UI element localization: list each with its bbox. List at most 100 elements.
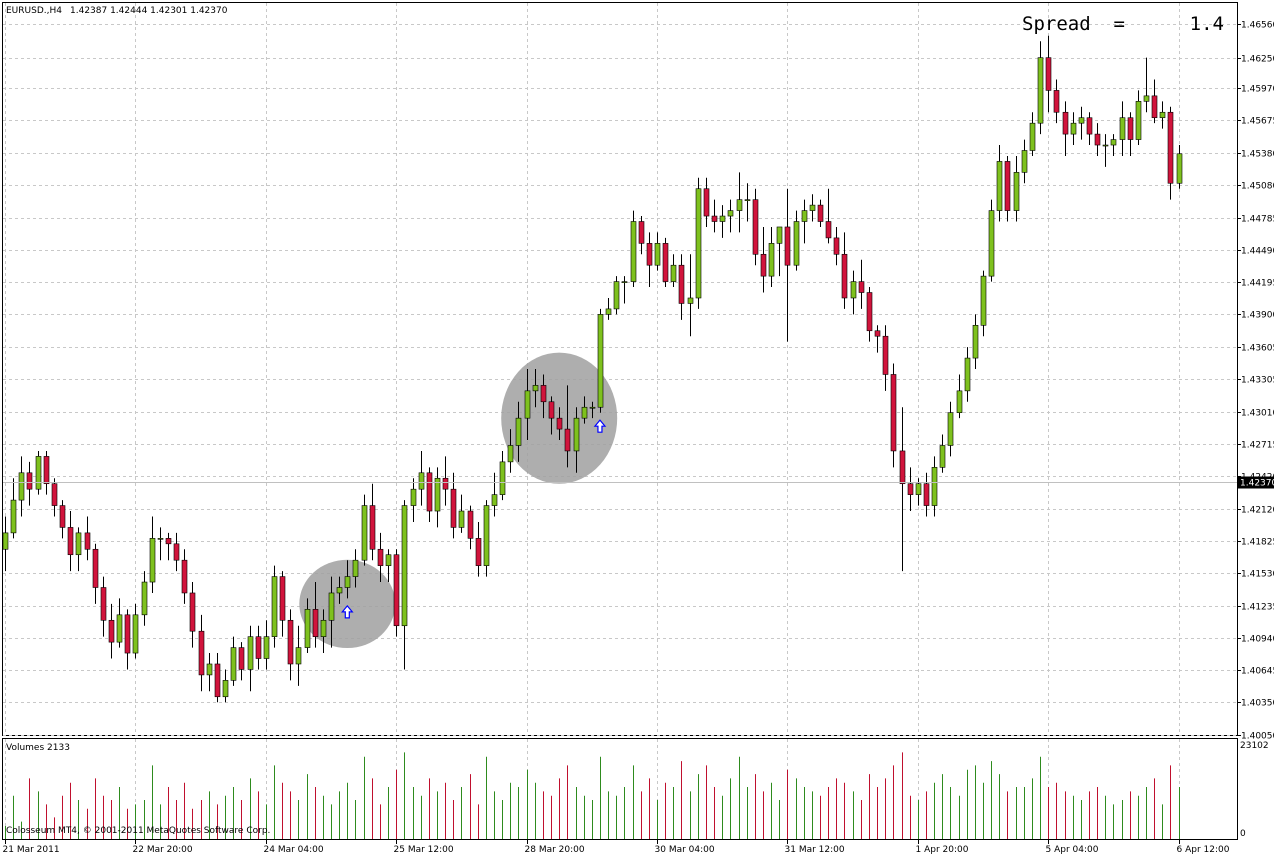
candle-body (948, 413, 953, 446)
candle (1030, 112, 1035, 156)
candle (1144, 58, 1149, 113)
candle (655, 232, 660, 270)
candle-body (272, 577, 277, 637)
candle (248, 626, 253, 692)
candle (842, 232, 847, 308)
candle (965, 347, 970, 402)
candle-body (720, 216, 725, 221)
candle-body (842, 254, 847, 298)
candle (288, 609, 293, 680)
candle (875, 325, 880, 352)
candle (826, 189, 831, 244)
candle (182, 549, 187, 604)
annotation-circles (299, 353, 617, 648)
candle (794, 211, 799, 271)
candle-body (451, 489, 456, 527)
candle-body (215, 664, 220, 697)
price-tick-label: 1.43605 (1241, 344, 1274, 354)
candle (891, 364, 896, 468)
grid-lines (3, 3, 1274, 839)
candle (93, 544, 98, 604)
candle-body (590, 407, 595, 408)
candle (1087, 112, 1092, 145)
candle-body (296, 648, 301, 664)
candle (1038, 41, 1043, 134)
candle-body (52, 484, 57, 506)
time-tick-label: 28 Mar 20:00 (525, 845, 585, 855)
price-tick-label: 1.44785 (1241, 215, 1274, 225)
time-tick-label: 31 Mar 12:00 (785, 845, 845, 855)
candle-body (769, 243, 774, 276)
candle (883, 325, 888, 391)
price-tick-label: 1.45080 (1241, 182, 1274, 192)
candle (19, 456, 24, 516)
candle-body (190, 593, 195, 631)
candle-body (973, 325, 978, 358)
volume-panel-frame (3, 739, 1238, 840)
candle (606, 298, 611, 320)
candle (1071, 112, 1076, 145)
candle-body (1087, 118, 1092, 134)
candle (476, 522, 481, 577)
candle (370, 484, 375, 560)
candle-body (614, 282, 619, 309)
candle-body (516, 418, 521, 445)
candle (190, 582, 195, 648)
candle-body (574, 418, 579, 451)
candle (598, 309, 603, 413)
candle-body (264, 637, 269, 659)
candle-body (305, 609, 310, 647)
candle-body (44, 456, 49, 483)
candle-body (712, 216, 717, 221)
candle (704, 178, 709, 227)
candle-body (158, 538, 163, 539)
candle-body (533, 385, 538, 390)
candle (631, 211, 636, 287)
candle (818, 200, 823, 227)
price-tick-label: 1.44195 (1241, 279, 1274, 289)
candle-body (1054, 90, 1059, 112)
candle-body (1079, 118, 1084, 123)
candle-body (867, 293, 872, 331)
price-tick-label: 1.43305 (1241, 376, 1274, 386)
candle-body (785, 227, 790, 265)
candle-body (1120, 118, 1125, 140)
candle-body (1160, 112, 1165, 117)
candle (1079, 107, 1084, 140)
candle-body (989, 211, 994, 277)
candle (1111, 134, 1116, 156)
candle (1022, 140, 1027, 184)
candle-body (370, 506, 375, 550)
candle (1103, 134, 1108, 167)
candle-body (419, 473, 424, 489)
candle (1054, 79, 1059, 123)
candle (663, 238, 668, 287)
candle-body (459, 511, 464, 527)
candle-body (394, 555, 399, 626)
candle (989, 200, 994, 282)
candle (215, 653, 220, 702)
time-tick-label: 21 Mar 2011 (3, 845, 60, 855)
candle (174, 533, 179, 571)
candle-body (231, 648, 236, 681)
candle (1120, 101, 1125, 156)
candle (68, 511, 73, 571)
candle-body (940, 445, 945, 467)
candle (362, 495, 367, 566)
candle-body (1095, 134, 1100, 145)
candle (1128, 112, 1133, 156)
candle-body (60, 506, 65, 528)
candle (117, 598, 122, 647)
candle (419, 451, 424, 506)
candle-body (492, 495, 497, 506)
time-tick-label: 1 Apr 20:00 (916, 845, 969, 855)
candle-body (142, 582, 147, 615)
candle (386, 549, 391, 582)
copyright-label: Colosseum MT4, © 2001-2011 MetaQuotes So… (6, 826, 270, 836)
candle-body (321, 620, 326, 636)
candle-body (353, 560, 358, 576)
price-tick-label: 1.43900 (1241, 311, 1274, 321)
candle-body (362, 506, 367, 561)
